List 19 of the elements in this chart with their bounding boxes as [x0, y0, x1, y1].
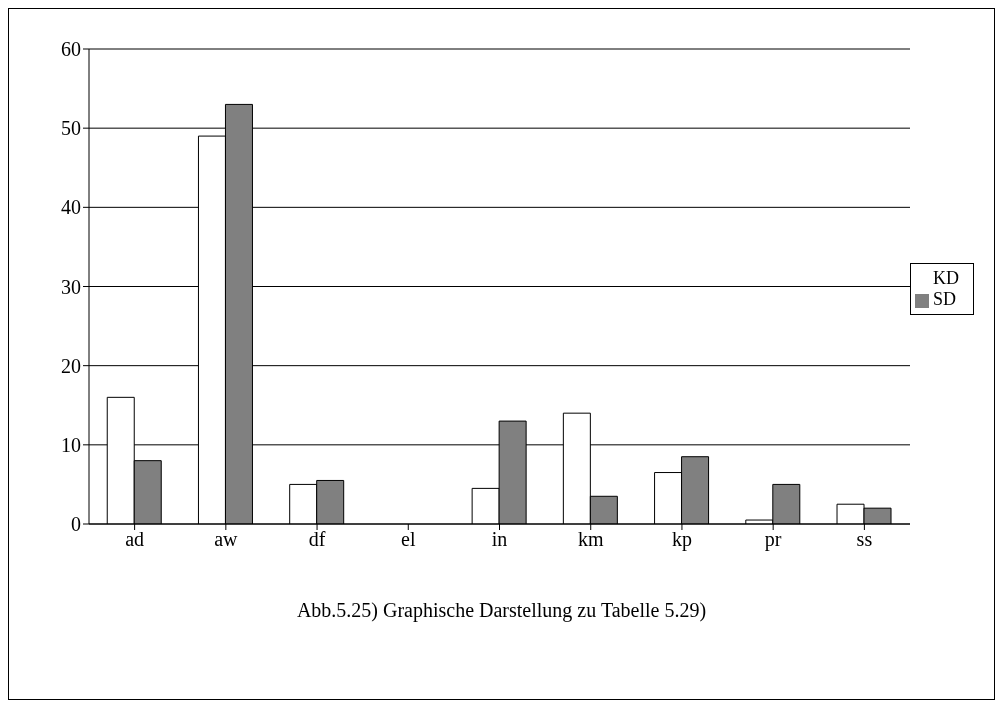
x-tick-label: km — [577, 528, 604, 551]
caption: Abb.5.25) Graphische Darstellung zu Tabelle 5.29) — [295, 599, 708, 622]
x-tick-label: aw — [214, 528, 239, 551]
y-tick-label: 20 — [61, 354, 81, 377]
legend-label: SD — [933, 289, 957, 309]
x-tick-label: pr — [764, 528, 782, 552]
y-tick-label: 50 — [61, 117, 81, 140]
x-tick-label: df — [308, 528, 326, 551]
x-tick-label: el — [401, 528, 416, 551]
y-tick-label: 10 — [61, 433, 81, 456]
x-tick-label: ss — [856, 528, 873, 551]
text: KD — [933, 268, 959, 288]
y-tick-label: 0 — [71, 513, 81, 536]
x-tick-label: ad — [125, 528, 145, 551]
x-tick-label: in — [491, 528, 508, 551]
y-tick-label: 30 — [61, 275, 81, 298]
x-tick-label: kp — [671, 528, 692, 552]
y-tick-label: 60 — [61, 38, 81, 61]
y-tick-label: 40 — [61, 196, 81, 219]
